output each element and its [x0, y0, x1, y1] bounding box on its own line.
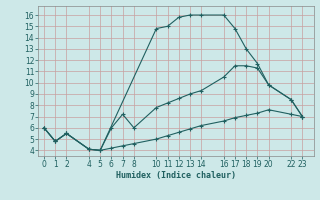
X-axis label: Humidex (Indice chaleur): Humidex (Indice chaleur)	[116, 171, 236, 180]
